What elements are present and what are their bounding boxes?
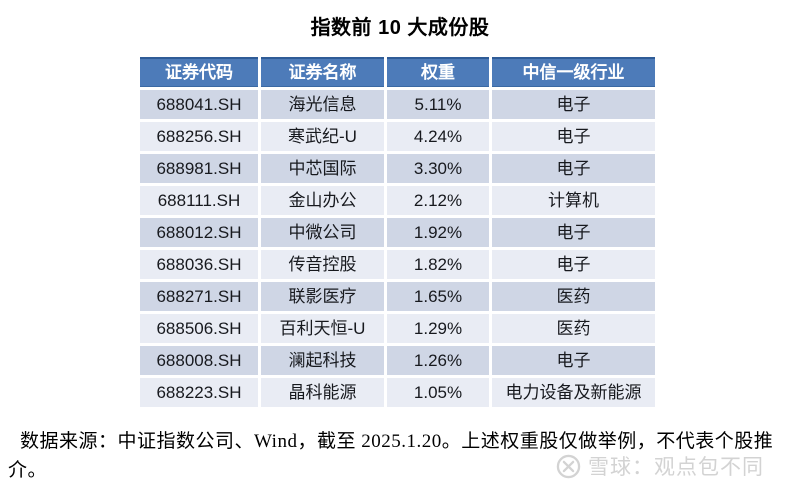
cell-industry: 医药 xyxy=(492,282,655,311)
data-source-line2: 介。 xyxy=(8,460,48,481)
cell-code: 688036.SH xyxy=(140,250,258,279)
header-cell-industry: 中信一级行业 xyxy=(492,57,655,87)
cell-industry: 电子 xyxy=(492,154,655,183)
cell-industry: 电子 xyxy=(492,218,655,247)
cell-name: 中芯国际 xyxy=(261,154,384,183)
cell-code: 688981.SH xyxy=(140,154,258,183)
header-cell-name: 证券名称 xyxy=(261,57,384,87)
cell-weight: 1.26% xyxy=(387,346,489,375)
cell-industry: 电子 xyxy=(492,122,655,151)
cell-name: 晶科能源 xyxy=(261,378,384,407)
cell-industry: 电子 xyxy=(492,250,655,279)
cell-weight: 5.11% xyxy=(387,90,489,119)
watermark-label: 雪球：观点包不同 xyxy=(588,456,764,479)
cell-industry: 电力设备及新能源 xyxy=(492,378,655,407)
cell-weight: 1.05% xyxy=(387,378,489,407)
snowball-icon xyxy=(556,454,581,478)
cell-name: 澜起科技 xyxy=(261,346,384,375)
cell-weight: 1.92% xyxy=(387,218,489,247)
cell-code: 688041.SH xyxy=(140,90,258,119)
cell-name: 金山办公 xyxy=(261,186,384,215)
cell-code: 688223.SH xyxy=(140,378,258,407)
cell-code: 688506.SH xyxy=(140,314,258,343)
cell-industry: 电子 xyxy=(492,346,655,375)
data-source-line1: 数据来源：中证指数公司、Wind，截至 2025.1.20。上述权重股仅做举例，… xyxy=(20,431,774,452)
cell-weight: 2.12% xyxy=(387,186,489,215)
cell-name: 联影医疗 xyxy=(261,282,384,311)
cell-name: 海光信息 xyxy=(261,90,384,119)
header-cell-weight: 权重 xyxy=(387,57,489,87)
cell-code: 688256.SH xyxy=(140,122,258,151)
cell-name: 传音控股 xyxy=(261,250,384,279)
constituents-table: 证券代码 证券名称 权重 中信一级行业 688041.SH 海光信息 5.11%… xyxy=(140,57,655,407)
header-cell-code: 证券代码 xyxy=(140,57,258,87)
cell-code: 688012.SH xyxy=(140,218,258,247)
cell-name: 寒武纪-U xyxy=(261,122,384,151)
page-title: 指数前 10 大成份股 xyxy=(310,17,490,39)
cell-weight: 1.82% xyxy=(387,250,489,279)
watermark: 雪球：观点包不同 xyxy=(556,451,764,481)
cell-code: 688111.SH xyxy=(140,186,258,215)
cell-weight: 3.30% xyxy=(387,154,489,183)
cell-industry: 医药 xyxy=(492,314,655,343)
cell-name: 中微公司 xyxy=(261,218,384,247)
cell-industry: 电子 xyxy=(492,90,655,119)
cell-weight: 4.24% xyxy=(387,122,489,151)
data-source-note: 数据来源：中证指数公司、Wind，截至 2025.1.20。上述权重股仅做举例，… xyxy=(8,427,800,485)
cell-name: 百利天恒-U xyxy=(261,314,384,343)
cell-industry: 计算机 xyxy=(492,186,655,215)
cell-code: 688271.SH xyxy=(140,282,258,311)
cell-weight: 1.65% xyxy=(387,282,489,311)
cell-weight: 1.29% xyxy=(387,314,489,343)
cell-code: 688008.SH xyxy=(140,346,258,375)
